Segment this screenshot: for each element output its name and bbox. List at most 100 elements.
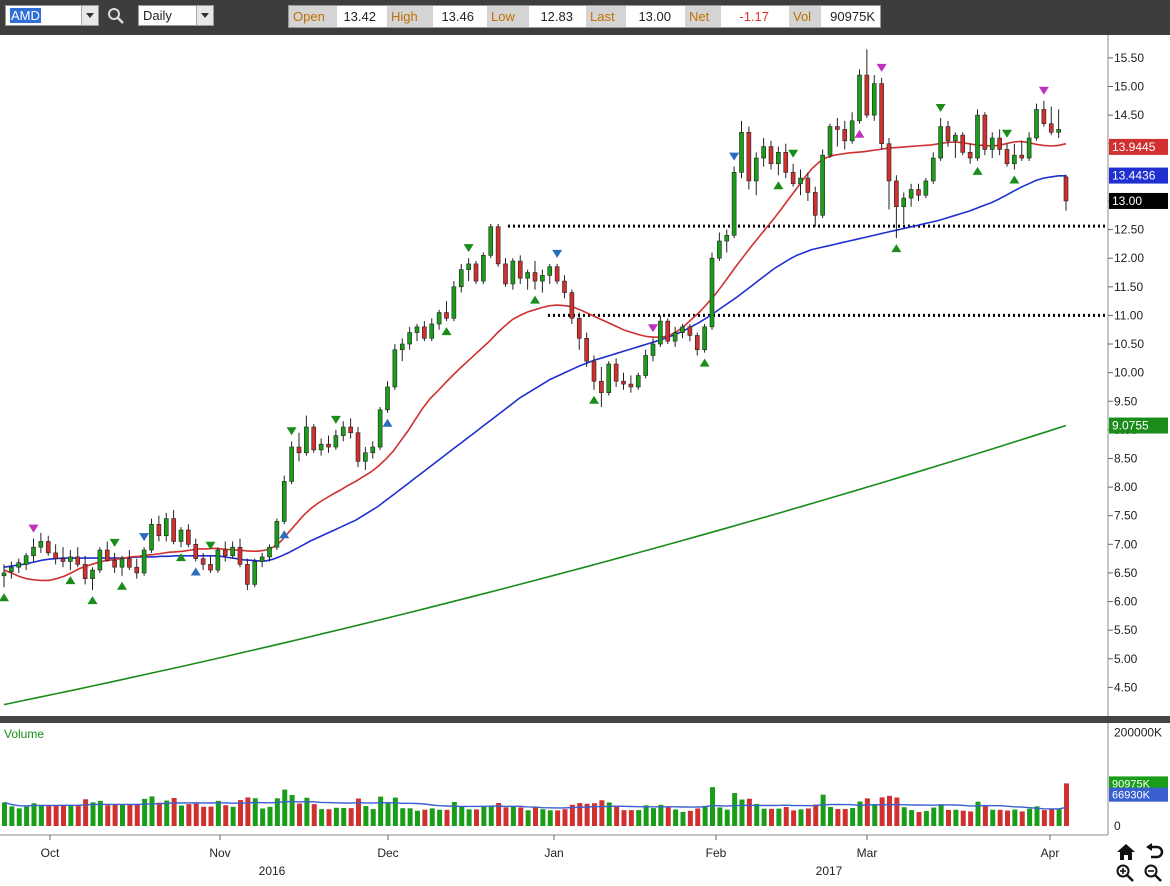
candle[interactable] [908,183,914,207]
candle[interactable] [296,432,302,462]
candle[interactable] [281,475,287,525]
candle[interactable] [318,438,324,456]
candle[interactable] [385,381,390,413]
candle[interactable] [584,332,589,367]
candle[interactable] [178,527,184,548]
candle[interactable] [407,326,412,350]
candle[interactable] [1004,143,1010,167]
candle[interactable] [23,552,29,571]
candle[interactable] [1,564,7,588]
candle[interactable] [532,261,538,290]
candle[interactable] [149,518,154,553]
candle[interactable] [119,555,125,576]
candle[interactable] [658,315,663,347]
candle[interactable] [923,178,929,199]
candle[interactable] [650,338,656,362]
candle[interactable] [510,258,516,290]
candle[interactable] [104,541,110,562]
candle[interactable] [709,252,715,330]
pane-divider[interactable] [0,716,1170,723]
candle[interactable] [112,552,117,573]
candle[interactable] [97,547,103,573]
candle[interactable] [429,318,435,342]
candle[interactable] [311,424,317,453]
candle[interactable] [208,555,213,573]
candle[interactable] [805,172,811,201]
candle[interactable] [31,538,36,562]
candle[interactable] [60,547,66,568]
candle[interactable] [975,109,980,161]
candle[interactable] [222,541,228,562]
candle[interactable] [355,427,361,468]
candle[interactable] [186,524,191,548]
candle[interactable] [193,538,199,562]
candle[interactable] [252,558,258,588]
candle[interactable] [237,538,243,568]
candle[interactable] [790,163,796,187]
candle[interactable] [156,515,162,542]
candle[interactable] [694,332,700,356]
candle[interactable] [569,289,575,324]
candle[interactable] [739,120,744,179]
candle[interactable] [717,232,722,262]
candle[interactable] [945,120,951,147]
candle[interactable] [798,169,803,196]
candle[interactable] [75,547,81,568]
candle[interactable] [340,421,346,442]
chart-area[interactable]: 4.505.005.506.006.507.007.508.008.509.00… [0,35,1170,883]
candle[interactable] [967,143,973,164]
candle[interactable] [466,258,471,282]
candle[interactable] [326,435,331,453]
candle[interactable] [517,255,523,284]
candle[interactable] [613,358,619,387]
candle[interactable] [399,338,405,362]
candle[interactable] [879,77,884,150]
candle[interactable] [871,75,877,121]
candle[interactable] [1012,143,1017,170]
candle[interactable] [547,263,553,284]
interval-dropdown-button[interactable] [196,6,213,25]
symbol-dropdown-button[interactable] [81,6,98,25]
symbol-input[interactable]: AMD [5,5,99,26]
candle[interactable] [753,152,759,196]
candle[interactable] [274,518,280,551]
candle[interactable] [724,229,730,253]
candle[interactable] [458,263,464,293]
candle[interactable] [886,138,892,210]
candle[interactable] [392,344,398,390]
candle[interactable] [849,112,855,144]
candle[interactable] [163,512,169,542]
candle[interactable] [473,261,479,284]
candle[interactable] [842,120,848,150]
candle[interactable] [783,143,789,179]
candle[interactable] [635,372,641,390]
candle[interactable] [672,326,678,347]
undo-icon[interactable] [1144,843,1164,861]
candle[interactable] [38,532,44,553]
candle[interactable] [930,152,936,184]
candle[interactable] [628,375,634,393]
candle[interactable] [960,132,966,156]
candle[interactable] [45,535,51,556]
candle[interactable] [731,166,737,239]
candle[interactable] [938,117,943,161]
candle[interactable] [857,69,862,124]
candle[interactable] [141,547,147,576]
candle[interactable] [562,275,567,299]
zoom-out-icon[interactable] [1144,864,1164,882]
candle[interactable] [812,186,818,227]
candle[interactable] [864,49,870,118]
candle[interactable] [16,558,22,573]
candle[interactable] [171,509,176,545]
candle[interactable] [127,550,132,571]
candle[interactable] [621,372,626,390]
zoom-in-icon[interactable] [1116,864,1136,882]
candle[interactable] [82,555,88,585]
candle[interactable] [776,146,781,176]
candle[interactable] [953,132,958,159]
candle[interactable] [370,441,376,459]
candle[interactable] [377,406,383,450]
candle[interactable] [835,117,840,147]
candle[interactable] [997,129,1002,156]
candle[interactable] [444,301,449,322]
